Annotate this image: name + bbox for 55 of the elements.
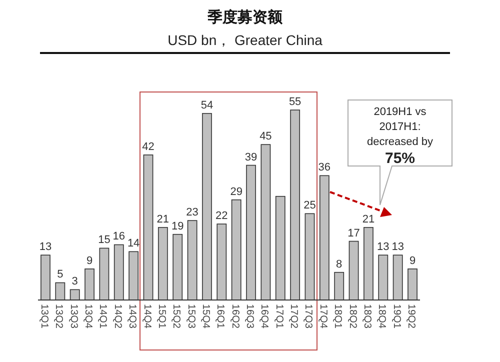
data-label: 22	[216, 210, 228, 222]
x-tick-label: 19Q1	[390, 304, 402, 329]
chart-title: 季度募资额	[206, 8, 284, 26]
x-tick-label: 14Q3	[126, 304, 138, 329]
data-label: 19	[171, 220, 184, 232]
x-tick-label: 18Q4	[376, 304, 388, 329]
x-tick-label: 13Q2	[53, 304, 64, 329]
data-label: 13	[377, 241, 390, 254]
x-tick-label: 13Q3	[68, 304, 79, 329]
data-label: 42	[142, 140, 154, 153]
data-label: 36	[318, 162, 331, 174]
x-tick-label: 17Q4	[317, 304, 328, 329]
x-tick-label: 15Q2	[170, 304, 182, 329]
x-tick-label: 13Q1	[38, 304, 50, 329]
x-tick-label: 14Q4	[141, 304, 152, 329]
data-label: 13	[392, 241, 404, 254]
data-label: 55	[288, 96, 302, 108]
annotation: 2019H1 vs 2017H1: decreased by 75%	[366, 106, 434, 167]
chart-subtitle: USD bn， Greater China	[168, 32, 323, 48]
x-tick-label: 16Q4	[258, 304, 270, 329]
data-label: 5	[57, 268, 64, 281]
x-tick-label: 19Q2	[406, 304, 417, 329]
x-tick-label: 16Q1	[214, 304, 226, 329]
data-label: 9	[409, 254, 416, 267]
data-label: 8	[336, 258, 342, 270]
data-label: 39	[244, 151, 258, 164]
x-tick-label: 14Q2	[112, 304, 123, 329]
data-label: 21	[156, 213, 170, 226]
data-label: 54	[200, 99, 214, 112]
data-label: 25	[304, 200, 316, 212]
data-label: 15	[98, 234, 110, 246]
x-tick-label: 17Q1	[273, 304, 284, 329]
x-tick-label: 18Q2	[346, 304, 358, 329]
x-tick-label: 16Q2	[229, 304, 240, 329]
x-tick-label: 18Q1	[332, 304, 344, 329]
x-tick-label: 15Q4	[200, 304, 211, 329]
data-label: 3	[72, 276, 78, 288]
x-tick-label: 15Q3	[185, 304, 196, 329]
x-tick-label: 13Q4	[82, 304, 94, 329]
x-tick-label: 17Q2	[288, 304, 300, 329]
x-tick-label: 17Q3	[302, 304, 314, 329]
data-label: 29	[230, 186, 242, 198]
x-tick-label: 18Q3	[361, 304, 372, 329]
data-label: 23	[186, 206, 198, 219]
data-label: 45	[260, 130, 272, 143]
x-tick-label: 16Q3	[244, 304, 256, 329]
data-label: 14	[127, 238, 140, 250]
data-label: 17	[348, 227, 360, 240]
callout-box: 2019H1 vs 2017H1: decreased by 75%	[348, 100, 452, 206]
data-label: 13	[39, 241, 52, 254]
x-tick-label: 14Q1	[97, 304, 108, 329]
x-tick-label: 15Q1	[156, 304, 167, 329]
data-label: 21	[362, 213, 375, 226]
data-label: 16	[112, 230, 126, 243]
data-label: 9	[86, 254, 93, 267]
